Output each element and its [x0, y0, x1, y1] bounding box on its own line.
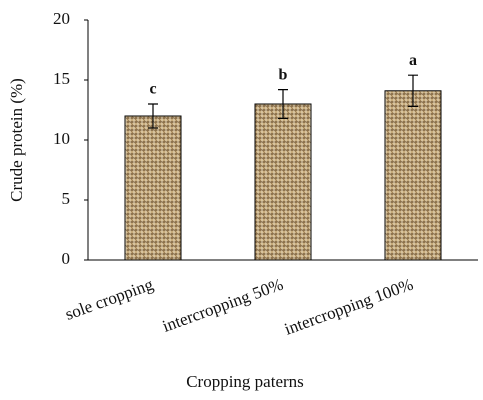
significance-letter: c: [149, 81, 156, 98]
significance-letter: a: [409, 52, 417, 69]
bar: [254, 103, 312, 261]
significance-letter: b: [279, 66, 288, 83]
x-tick-label: intercropping 50%: [160, 275, 286, 336]
x-axis-label: Cropping paterns: [186, 372, 304, 391]
bar: [124, 115, 182, 261]
y-tick-label: 10: [53, 129, 70, 148]
error-bar: [278, 89, 288, 119]
bar: [384, 90, 442, 261]
y-axis-label: Crude protein (%): [7, 78, 26, 202]
x-tick-label: sole cropping: [63, 274, 156, 324]
y-tick-label: 5: [62, 189, 71, 208]
error-bar: [148, 103, 158, 129]
x-tick-label: intercropping 100%: [282, 275, 416, 339]
y-tick-label: 15: [53, 69, 70, 88]
y-tick-label: 0: [62, 249, 71, 268]
error-bar: [408, 74, 418, 107]
y-tick-label: 20: [53, 9, 70, 28]
